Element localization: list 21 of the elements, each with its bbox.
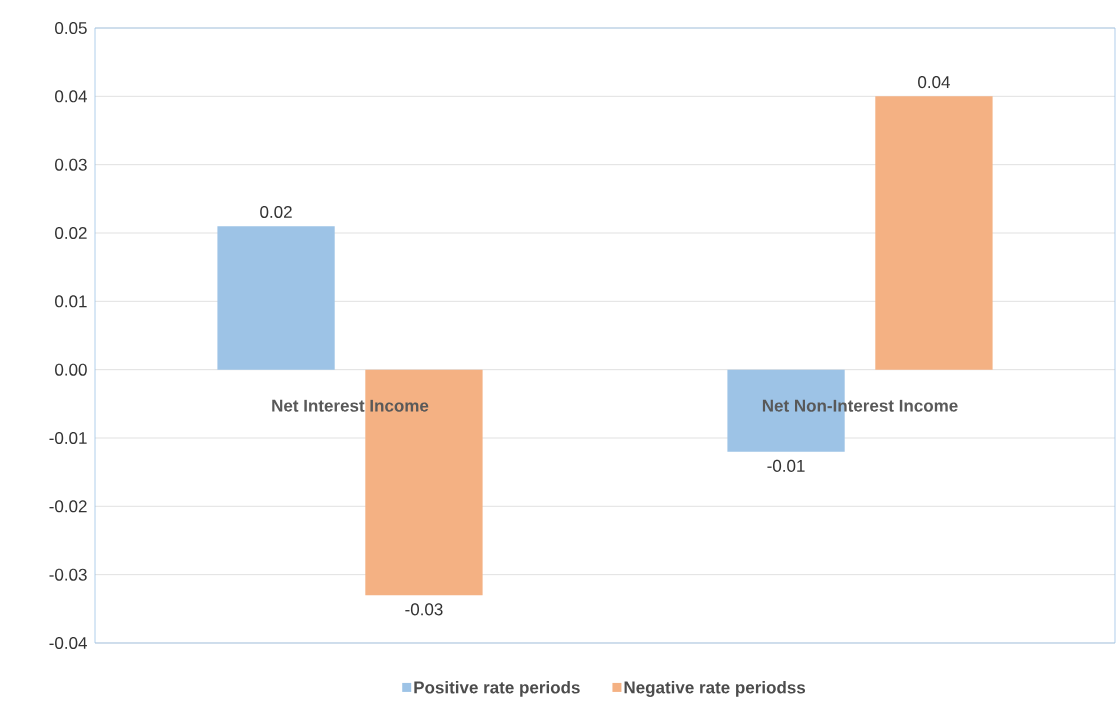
y-tick-label: 0.02 bbox=[55, 226, 87, 240]
y-tick-label: -0.02 bbox=[49, 500, 87, 513]
bar bbox=[365, 369, 483, 596]
data-label: 0.04 bbox=[918, 76, 950, 89]
data-label: -0.01 bbox=[767, 459, 805, 472]
data-label: 0.02 bbox=[260, 205, 292, 218]
y-tick-label: -0.04 bbox=[49, 636, 87, 650]
legend-label: Positive rate periods bbox=[414, 681, 580, 697]
y-tick-label: 0.01 bbox=[55, 295, 87, 308]
x-tick-label: Net Interest Income bbox=[272, 399, 429, 412]
y-tick-label: 0.00 bbox=[55, 363, 87, 376]
y-tick-label: 0.05 bbox=[55, 21, 87, 35]
y-tick-label: -0.01 bbox=[49, 431, 87, 445]
y-tick-label: 0.03 bbox=[55, 158, 87, 171]
y-tick-label: -0.03 bbox=[49, 568, 87, 581]
data-label: -0.03 bbox=[405, 603, 443, 616]
bar bbox=[875, 96, 993, 370]
legend-label: Negative rate periodss bbox=[624, 681, 806, 697]
y-tick-label: 0.04 bbox=[55, 90, 87, 103]
x-tick-label: Net Non-Interest Income bbox=[762, 399, 958, 412]
bar bbox=[217, 226, 335, 370]
